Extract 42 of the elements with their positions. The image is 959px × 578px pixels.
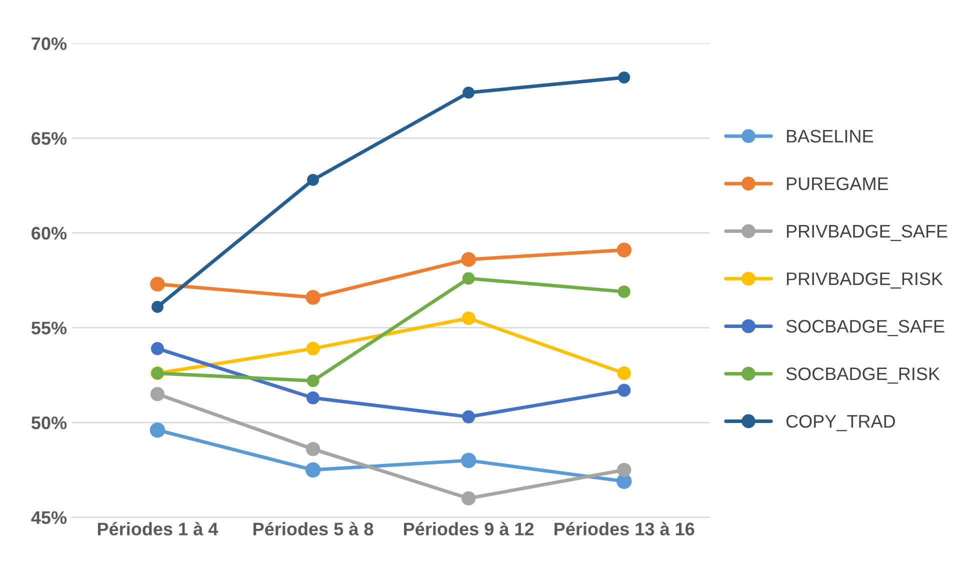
point — [150, 386, 165, 402]
point — [618, 285, 630, 298]
x-tick-label: Périodes 9 à 12 — [404, 522, 534, 536]
x-tick-label: Périodes 13 à 16 — [554, 522, 694, 536]
point — [150, 276, 165, 292]
point — [306, 442, 320, 456]
point — [461, 252, 476, 267]
point — [617, 366, 631, 380]
point — [306, 342, 320, 356]
point — [616, 242, 632, 258]
point — [306, 374, 320, 388]
point — [618, 384, 631, 397]
point — [305, 462, 321, 478]
point — [150, 342, 164, 356]
point — [462, 410, 476, 424]
point — [618, 72, 630, 84]
point — [461, 491, 476, 506]
point — [462, 272, 475, 285]
y-tick-label: 45% — [31, 511, 67, 524]
legend-label: BASELINE — [786, 130, 874, 143]
point — [460, 452, 476, 468]
y-tick-label: 60% — [32, 226, 67, 240]
point — [462, 86, 475, 99]
y-tick-label: 70% — [32, 37, 67, 50]
point — [306, 290, 320, 305]
point — [306, 391, 320, 404]
legend-label: PUREGAME — [786, 177, 888, 190]
legend-label: SOCBADGE_SAFE — [786, 320, 944, 336]
y-tick-label: 50% — [31, 416, 67, 430]
point — [462, 311, 476, 326]
point — [152, 300, 164, 313]
point — [307, 174, 319, 186]
x-tick-label: Périodes 5 à 8 — [254, 522, 374, 536]
legend-label: COPY_TRAD — [786, 414, 895, 432]
y-tick-label: 65% — [32, 132, 67, 145]
point — [150, 422, 166, 438]
legend-label: SOCBADGE_RISK — [786, 367, 940, 384]
x-tick-label: Périodes 1 à 4 — [98, 522, 218, 536]
legend-label: PRIVBADGE_RISK — [786, 272, 943, 289]
legend-label: PRIVBADGE_SAFE — [786, 224, 948, 242]
y-tick-label: 55% — [31, 322, 67, 334]
point — [617, 462, 632, 477]
